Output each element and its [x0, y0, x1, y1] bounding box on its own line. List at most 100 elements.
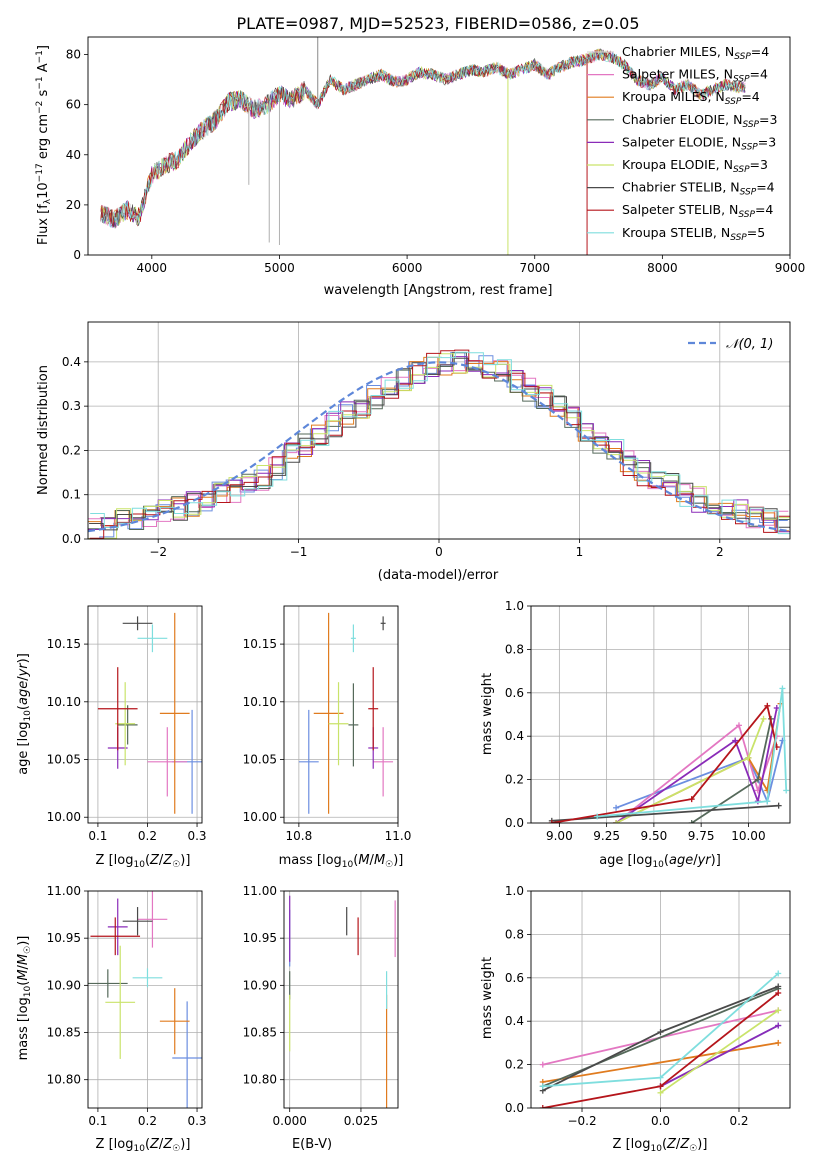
svg-text:Z [log10(Z/Z☉)]: Z [log10(Z/Z☉)]: [96, 853, 191, 870]
mw-z-frame: [530, 890, 791, 1109]
mass-vs-extinction-panel: 0.000 0.025 10.80 10.85 10.90 10.95 11.00: [243, 884, 399, 1128]
mass-ylabel: mass [log10(M/M☉)]: [16, 936, 33, 1061]
spectrum-ytick-label: 80: [66, 48, 81, 62]
svg-text:Z [log10(Z/Z☉)]: Z [log10(Z/Z☉)]: [613, 1137, 708, 1154]
mass-ebv-ytick-label: 10.90: [243, 978, 277, 992]
legend-normal-label: 𝒩(0, 1): [726, 337, 773, 352]
mass-ebv-frame: [283, 890, 399, 1109]
age-z-ytick-label: 10.15: [47, 637, 81, 651]
age-z-points: [97, 612, 202, 814]
age-z-ytick-label: 10.00: [47, 810, 81, 824]
legend-label: Chabrier STELIB, NSSP=4: [622, 180, 775, 198]
mass-weight-vs-age-panel: 9.00 9.25 9.50 9.75 10.00 0.0 0.2 0.4 0.6 0.8 1.0: [505, 599, 791, 843]
residual-ytick-label: 0.3: [62, 399, 81, 413]
residual-xlabel: (data-model)/error: [378, 568, 499, 583]
age-mass-ytick-label: 10.00: [243, 810, 277, 824]
age-mass-ytick-label: 10.10: [243, 695, 277, 709]
age-z-frame: [87, 605, 203, 824]
mw-z-xtick-label: −0.2: [567, 1114, 596, 1128]
mass-ebv-ytick-label: 10.95: [243, 931, 277, 945]
residual-ytick-label: 0.4: [62, 355, 81, 369]
mw-z-xtick-label: 0.2: [729, 1114, 748, 1128]
mass-z-frame: [87, 890, 203, 1109]
mw-age-ytick-label: 0.2: [505, 773, 524, 787]
mw-age-xtick-label: 10.00: [731, 829, 765, 843]
legend-label: Salpeter STELIB, NSSP=4: [622, 202, 773, 220]
mw-z-xtick-label: 0.0: [651, 1114, 670, 1128]
mw-age-xtick-label: 9.50: [641, 829, 668, 843]
age-mass-points: [298, 612, 394, 814]
mw-age-ytick-label: 0.6: [505, 686, 524, 700]
mw-age-xtick-label: 9.75: [688, 829, 715, 843]
mw-z-series: [539, 970, 782, 1108]
age-vs-mass-panel: 10.8 11.0 10.00 10.05 10.10 10.15: [243, 605, 412, 843]
svg-text:mass [log10(M/M☉)]: mass [log10(M/M☉)]: [16, 936, 33, 1061]
residual-ytick-label: 0.2: [62, 443, 81, 457]
mw-z-ytick-label: 1.0: [505, 884, 524, 898]
svg-text:age [log10(age/yr)]: age [log10(age/yr)]: [16, 653, 33, 775]
mass-ebv-xtick-label: 0.000: [273, 1114, 307, 1128]
svg-text:Z [log10(Z/Z☉)]: Z [log10(Z/Z☉)]: [96, 1137, 191, 1154]
svg-text:mass [log10(M/M☉)]: mass [log10(M/M☉)]: [279, 853, 404, 870]
mw-age-xtick-label: 9.00: [546, 829, 573, 843]
mw-z-ytick-label: 0.8: [505, 927, 524, 941]
spectrum-ylabel: Flux [fλ10−17 erg cm−2 s−1 A−1]: [35, 45, 53, 245]
spectrum-series-line: [100, 51, 746, 228]
mass-z-xtick-label: 0.1: [88, 1114, 107, 1128]
mass-z-points: [88, 891, 202, 1108]
residual-xtick-label: 1: [576, 545, 584, 559]
spectrum-ytick-label: 60: [66, 98, 81, 112]
spectrum-xtick-label: 9000: [775, 261, 806, 275]
mass-z-ytick-label: 10.80: [47, 1073, 81, 1087]
spectrum-traces: [100, 37, 746, 255]
mass-ebv-ytick-label: 10.85: [243, 1026, 277, 1040]
age-z-ytick-label: 10.10: [47, 695, 81, 709]
age-mass-xtick-label: 11.0: [385, 829, 412, 843]
spectrum-xtick-label: 8000: [647, 261, 678, 275]
spectrum-series-line: [100, 49, 746, 227]
svg-text:Flux [fλ10−17 erg cm−2 s−1 A−1: Flux [fλ10−17 erg cm−2 s−1 A−1]: [35, 45, 53, 245]
mw-z-line: [660, 1024, 779, 1088]
mw-z-ytick-label: 0.2: [505, 1058, 524, 1072]
spectrum-ytick-label: 20: [66, 198, 81, 212]
spectrum-frame: [87, 36, 791, 256]
mw-z-line: [659, 1009, 779, 1094]
mw-age-ytick-label: 0.0: [505, 816, 524, 830]
mass-z-ytick-label: 10.95: [47, 931, 81, 945]
age-z-xtick-label: 0.2: [138, 829, 157, 843]
age-z-xlabel: Z [log10(Z/Z☉)]: [96, 853, 191, 870]
mw-age-line: [551, 703, 778, 823]
mw-age-ytick-label: 0.4: [505, 729, 524, 743]
mw-age-line: [551, 804, 779, 822]
mass-vs-metallicity-panel: 0.1 0.2 0.3 10.80 10.85 10.90 10.95 11.00: [47, 884, 207, 1128]
svg-text:age [log10(age/yr)]: age [log10(age/yr)]: [599, 853, 721, 870]
mw-z-ytick-label: 0.0: [505, 1101, 524, 1115]
mw-z-ytick-label: 0.6: [505, 971, 524, 985]
spectrum-xtick-label: 5000: [264, 261, 295, 275]
figure-title: PLATE=0987, MJD=52523, FIBERID=0586, z=0…: [236, 14, 639, 33]
mw-age-frame: [530, 605, 791, 824]
age-z-xtick-label: 0.1: [88, 829, 107, 843]
mw-age-xlabel: age [log10(age/yr)]: [599, 853, 721, 870]
residual-ylabel: Normed distribution: [36, 365, 51, 495]
mass-z-ytick-label: 11.00: [47, 884, 81, 898]
age-vs-metallicity-panel: 0.1 0.2 0.3 10.00 10.05 10.10 10.15: [47, 605, 207, 843]
age-z-xtick-label: 0.3: [187, 829, 206, 843]
mass-weight-vs-metallicity-panel: −0.2 0.0 0.2 0.0 0.2 0.4 0.6 0.8 1.0: [505, 884, 791, 1128]
residual-ytick-label: 0.1: [62, 488, 81, 502]
ebv-xlabel: E(B-V): [292, 1137, 332, 1152]
mw-z-ytick-label: 0.4: [505, 1014, 524, 1028]
legend-label: Salpeter ELODIE, NSSP=3: [622, 134, 776, 152]
residual-histogram-panel: −2 −1 0 1 2 0.0 0.1 0.2 0.3 0.4: [62, 321, 791, 559]
normal-distribution-legend: 𝒩(0, 1): [688, 337, 773, 352]
spectrum-xtick-label: 7000: [519, 261, 550, 275]
legend-label: Kroupa STELIB, NSSP=5: [622, 225, 765, 243]
residual-histogram: [90, 351, 790, 535]
spectrum-ytick-label: 0: [73, 248, 81, 262]
age-mass-xlabel: mass [log10(M/M☉)]: [279, 853, 404, 870]
legend-label: Chabrier ELODIE, NSSP=3: [622, 112, 777, 130]
mass-ebv-points: [289, 895, 396, 1108]
mw-age-line: [615, 707, 778, 823]
residual-xtick-label: 0: [435, 545, 443, 559]
